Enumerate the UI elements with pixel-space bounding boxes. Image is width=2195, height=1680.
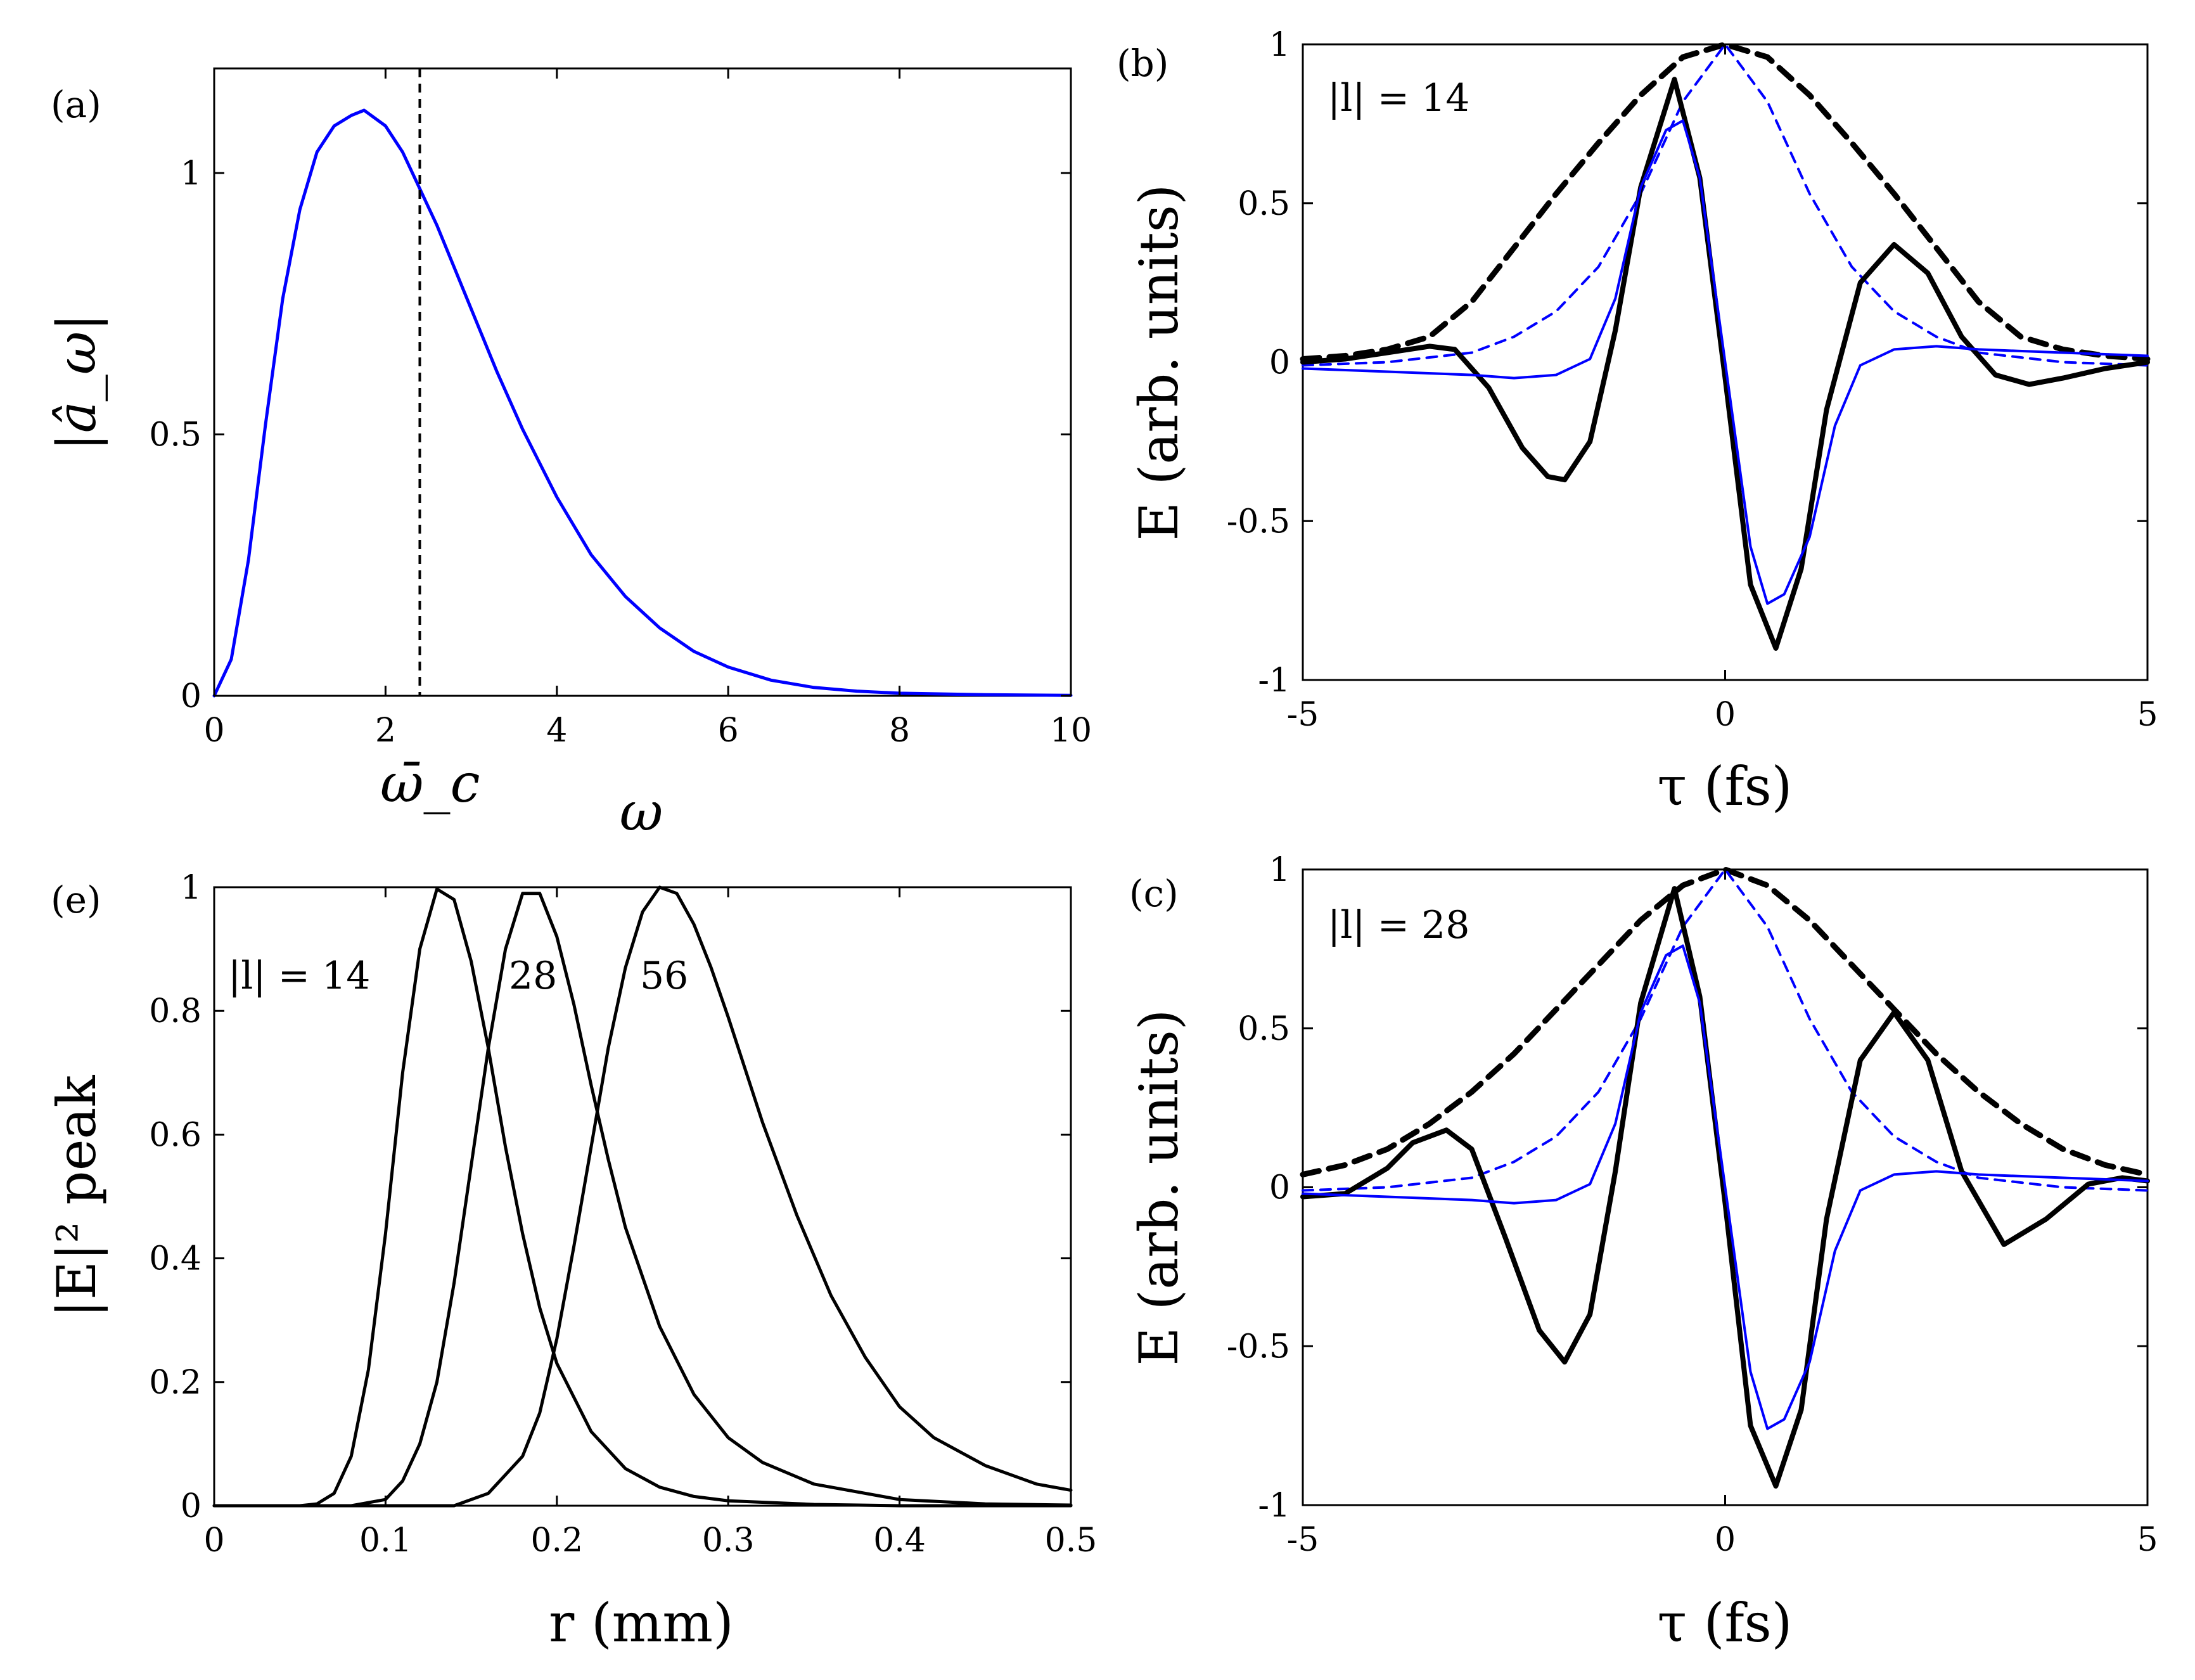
panel-e-ytick-label-2: 0.4 [149, 1240, 202, 1278]
panel-e-curve-label-28: 28 [509, 954, 557, 998]
panel-a-ytick-label-1: 0.5 [149, 416, 202, 454]
panel-e-xtick-label-2: 0.2 [530, 1522, 583, 1560]
panel-e-ticks: 0 0.1 0.2 0.3 0.4 0.5 0 0.2 0.4 0.6 0.8 1 [149, 869, 1097, 1560]
panel-a-xlabel: ω [620, 781, 663, 843]
panel-c-ylabel: E (arb. units) [1128, 1010, 1190, 1366]
panel-b-ticks: -5 0 5 -1 -0.5 0 0.5 1 [1227, 26, 2158, 734]
panel-e-curves [212, 885, 1073, 1508]
panel-e-series-2 [212, 885, 1073, 1508]
panel-e-ytick-label-0: 0 [181, 1487, 202, 1525]
panel-e-ytick-label-3: 0.6 [149, 1116, 202, 1154]
panel-e-ylabel: |E|² peak [46, 1075, 108, 1318]
panel-e-series-1 [212, 892, 1073, 1508]
panel-a-xtick-label-0: 0 [203, 712, 224, 750]
panel-b-ytick-label-4: 1 [1269, 26, 1290, 64]
panel-c-ytick-label-0: -1 [1258, 1487, 1290, 1525]
panel-b-xtick-label-0: -5 [1287, 696, 1319, 734]
panel-b: (b) -5 0 5 -1 -0.5 0 0.5 1 |l| = 14 τ (fs) E (a… [1117, 26, 2158, 818]
panel-a-frame [213, 67, 1072, 697]
panel-e-xtick-label-1: 0.1 [359, 1522, 412, 1560]
panel-c-curves [1300, 866, 2151, 1489]
panel-c-xtick-label-0: -5 [1287, 1521, 1319, 1559]
panel-a-ticks: 0 2 4 6 8 10 0 0.5 1 [149, 68, 1092, 750]
panel-b-annotation: |l| = 14 [1328, 76, 1469, 120]
panel-e: (e) 0 0.1 0.2 0.3 0.4 0.5 0 0.2 0.4 0.6 0.8 1 |l| =… [46, 869, 1097, 1654]
panel-b-xtick-label-2: 5 [2137, 696, 2158, 734]
panel-a-extra-tick: ω̄_c [380, 752, 480, 814]
panel-b-ytick-label-3: 0.5 [1238, 185, 1290, 223]
panel-a-series-0 [212, 108, 1073, 698]
panel-e-ytick-label-5: 1 [181, 869, 202, 907]
panel-a-ytick-label-0: 0 [181, 677, 202, 715]
panel-c-xtick-label-2: 5 [2137, 1521, 2158, 1559]
panel-e-xtick-label-0: 0 [203, 1522, 224, 1560]
panel-a-label: (a) [51, 83, 101, 126]
panel-e-curve-label-14: |l| = 14 [228, 954, 370, 998]
panel-e-xtick-label-3: 0.3 [702, 1522, 755, 1560]
panel-c: (c) -5 0 5 -1 -0.5 0 0.5 1 |l| = 28 τ (fs) E (a… [1128, 851, 2158, 1654]
panel-a-xtick-label-3: 6 [718, 712, 739, 750]
panel-b-ytick-label-1: -0.5 [1227, 503, 1290, 541]
panel-a-xtick-label-4: 8 [889, 712, 910, 750]
panel-c-series-3 [1302, 944, 2149, 1430]
panel-c-xlabel: τ (fs) [1658, 1592, 1793, 1654]
panel-e-xtick-label-4: 0.4 [873, 1522, 926, 1560]
panel-b-label: (b) [1117, 42, 1168, 85]
panel-b-ytick-label-0: -1 [1258, 662, 1290, 700]
panel-c-label: (c) [1129, 872, 1179, 915]
panel-a-curves [212, 68, 1073, 698]
panel-c-series-1 [1302, 868, 2149, 1192]
panel-b-ylabel: E (arb. units) [1128, 184, 1190, 541]
panel-b-series-0 [1300, 41, 2151, 362]
panel-c-ytick-label-2: 0 [1269, 1169, 1290, 1207]
panel-b-curves [1300, 41, 2151, 651]
panel-c-ytick-label-4: 1 [1269, 851, 1290, 889]
panel-c-ytick-label-1: -0.5 [1227, 1328, 1290, 1366]
panel-c-annotation: |l| = 28 [1328, 903, 1469, 947]
panel-a-xtick-label-5: 10 [1050, 712, 1092, 750]
panel-b-series-3 [1302, 119, 2149, 605]
panel-e-label: (e) [51, 878, 101, 921]
panel-b-xtick-label-1: 0 [1715, 696, 1736, 734]
panel-e-frame [213, 886, 1072, 1507]
panel-e-curve-label-56: 56 [640, 954, 688, 998]
panel-e-ytick-label-4: 0.8 [149, 992, 202, 1030]
panel-b-series-1 [1302, 43, 2149, 367]
panel-c-xtick-label-1: 0 [1715, 1521, 1736, 1559]
panel-b-xlabel: τ (fs) [1658, 755, 1793, 818]
panel-e-ytick-label-1: 0.2 [149, 1364, 202, 1402]
panel-a-ylabel: |â_ω| [46, 313, 108, 451]
panel-a-xtick-label-1: 2 [375, 712, 396, 750]
panel-b-ytick-label-2: 0 [1269, 344, 1290, 382]
panel-c-ytick-label-3: 0.5 [1238, 1010, 1290, 1048]
panel-a-xtick-label-2: 4 [546, 712, 567, 750]
panel-a-ytick-label-2: 1 [181, 155, 202, 193]
panel-c-ticks: -5 0 5 -1 -0.5 0 0.5 1 [1227, 851, 2158, 1559]
panel-a: (a) 0 2 4 6 8 10 0 0.5 1 ω̄_c ω |â_ω| [46, 67, 1092, 843]
panel-e-xtick-label-5: 0.5 [1045, 1522, 1098, 1560]
panel-e-xlabel: r (mm) [549, 1592, 734, 1654]
